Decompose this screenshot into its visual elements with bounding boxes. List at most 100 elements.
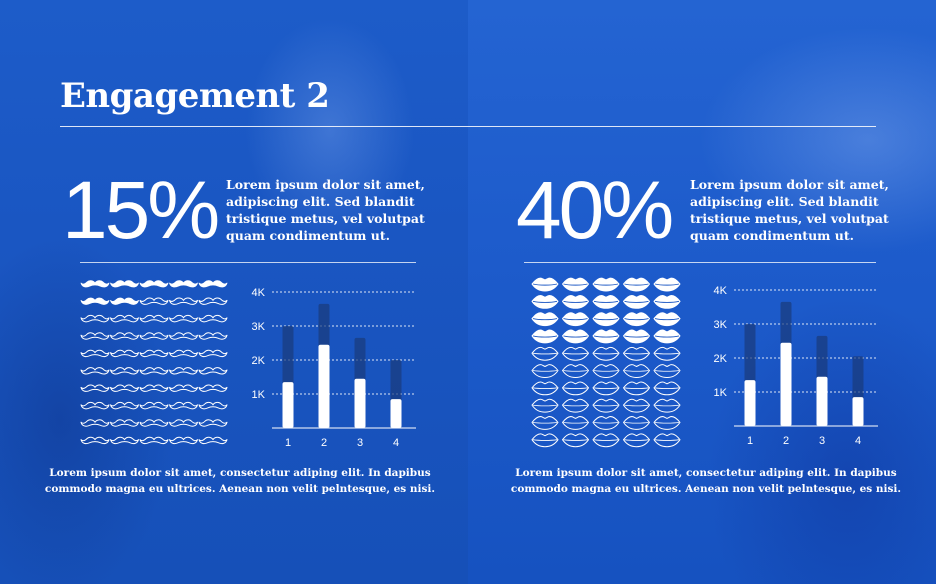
x-tick-label: 2 — [783, 435, 789, 447]
lips-icon — [623, 416, 650, 430]
lips-icon — [653, 416, 681, 430]
stat-description: Lorem ipsum dolor sit amet, adipiscing e… — [690, 177, 889, 243]
section-divider — [80, 262, 416, 263]
mustache-icon — [198, 280, 228, 288]
background-right-photo — [468, 0, 936, 584]
y-tick-label: 1K — [252, 389, 266, 401]
x-tick-label: 2 — [321, 437, 327, 449]
mustache-icon — [198, 314, 228, 323]
lips-icon — [562, 329, 589, 344]
mustache-icon — [139, 297, 169, 305]
y-tick-label: 4K — [714, 285, 728, 297]
y-tick-label: 4K — [252, 287, 266, 299]
mustache-icon — [80, 280, 110, 288]
lips-icon — [623, 329, 650, 344]
lips-icon — [592, 277, 620, 292]
x-tick-label: 3 — [819, 435, 825, 447]
mustache-icon — [169, 367, 198, 375]
mustache-icon — [80, 436, 110, 445]
lips-icon — [623, 433, 650, 448]
bar — [780, 342, 792, 426]
mustache-icon — [110, 401, 139, 410]
mustache-icon — [139, 349, 169, 358]
mustache-icon — [80, 297, 110, 305]
mustache-icon — [139, 384, 169, 392]
footer-text: Lorem ipsum dolor sit amet, consectetur … — [44, 467, 436, 495]
bar — [816, 376, 828, 426]
lips-icon — [562, 277, 589, 292]
mustache-icon — [110, 314, 139, 323]
mustache-icon — [139, 314, 169, 323]
panel-right: 40% Lorem ipsum dolor sit amet, adipisci… — [468, 0, 936, 584]
x-tick-label: 1 — [747, 435, 753, 447]
mustache-icon-grid — [80, 280, 228, 445]
lips-icon — [653, 312, 681, 327]
lips-icon — [592, 329, 620, 344]
lips-icon — [623, 312, 650, 327]
mustache-icon — [169, 349, 198, 358]
lips-icon — [562, 312, 589, 327]
mustache-icon — [169, 297, 198, 305]
lips-icon — [623, 295, 650, 309]
bar — [318, 344, 330, 428]
lips-icon — [562, 416, 589, 430]
mustache-icon — [169, 332, 198, 340]
x-tick-label: 3 — [357, 437, 363, 449]
lips-icon — [653, 433, 681, 448]
title-divider — [60, 126, 876, 127]
bar — [282, 382, 294, 428]
lips-icon — [623, 346, 650, 361]
mustache-icon — [110, 297, 139, 305]
lips-icon — [562, 398, 589, 413]
lips-icon — [653, 329, 681, 344]
mustache-icon — [139, 419, 169, 427]
lips-icon — [592, 398, 620, 413]
stat-description: Lorem ipsum dolor sit amet, adipiscing e… — [226, 177, 425, 243]
lips-icon — [592, 346, 620, 361]
lips-icon — [592, 312, 620, 327]
lips-icon — [592, 416, 620, 430]
x-tick-label: 4 — [393, 437, 399, 449]
mustache-icon — [110, 280, 139, 288]
mustache-icon — [198, 436, 228, 445]
mustache-icon — [198, 401, 228, 410]
lips-icon — [531, 433, 559, 448]
bar — [744, 380, 756, 426]
mustache-icon — [139, 436, 169, 445]
mustache-icon — [80, 332, 110, 340]
y-tick-label: 3K — [252, 321, 266, 333]
mustache-icon — [198, 297, 228, 305]
y-tick-label: 2K — [252, 355, 266, 367]
lips-icon — [531, 312, 559, 327]
mustache-icon — [110, 436, 139, 445]
lips-icon — [562, 364, 589, 378]
mustache-icon — [198, 367, 228, 375]
mustache-icon — [169, 401, 198, 410]
lips-icon — [562, 381, 589, 396]
mustache-icon — [80, 367, 110, 375]
mustache-icon — [169, 419, 198, 427]
mustache-icon — [198, 349, 228, 358]
lips-icon — [623, 277, 650, 292]
y-tick-label: 2K — [714, 353, 728, 365]
bar-chart: 1K 2K 3K 4K 1 2 3 4 — [714, 285, 878, 447]
mustache-icon — [110, 419, 139, 427]
bar — [354, 378, 366, 428]
mustache-icon — [80, 349, 110, 358]
page-title: Engagement 2 — [60, 76, 330, 116]
mustache-icon — [139, 332, 169, 340]
lips-icon — [592, 364, 620, 378]
mustache-icon — [80, 384, 110, 392]
mustache-icon — [169, 384, 198, 392]
lips-icon — [531, 416, 559, 430]
mustache-icon — [198, 419, 228, 427]
lips-icon — [623, 398, 650, 413]
lips-icon — [531, 277, 559, 292]
lips-icon — [623, 381, 650, 396]
percent-stat: 40% — [516, 165, 674, 256]
lips-icon — [623, 364, 650, 378]
bar — [390, 399, 402, 428]
lips-icon — [592, 381, 620, 396]
lips-icon — [531, 329, 559, 344]
lips-icon — [531, 398, 559, 413]
